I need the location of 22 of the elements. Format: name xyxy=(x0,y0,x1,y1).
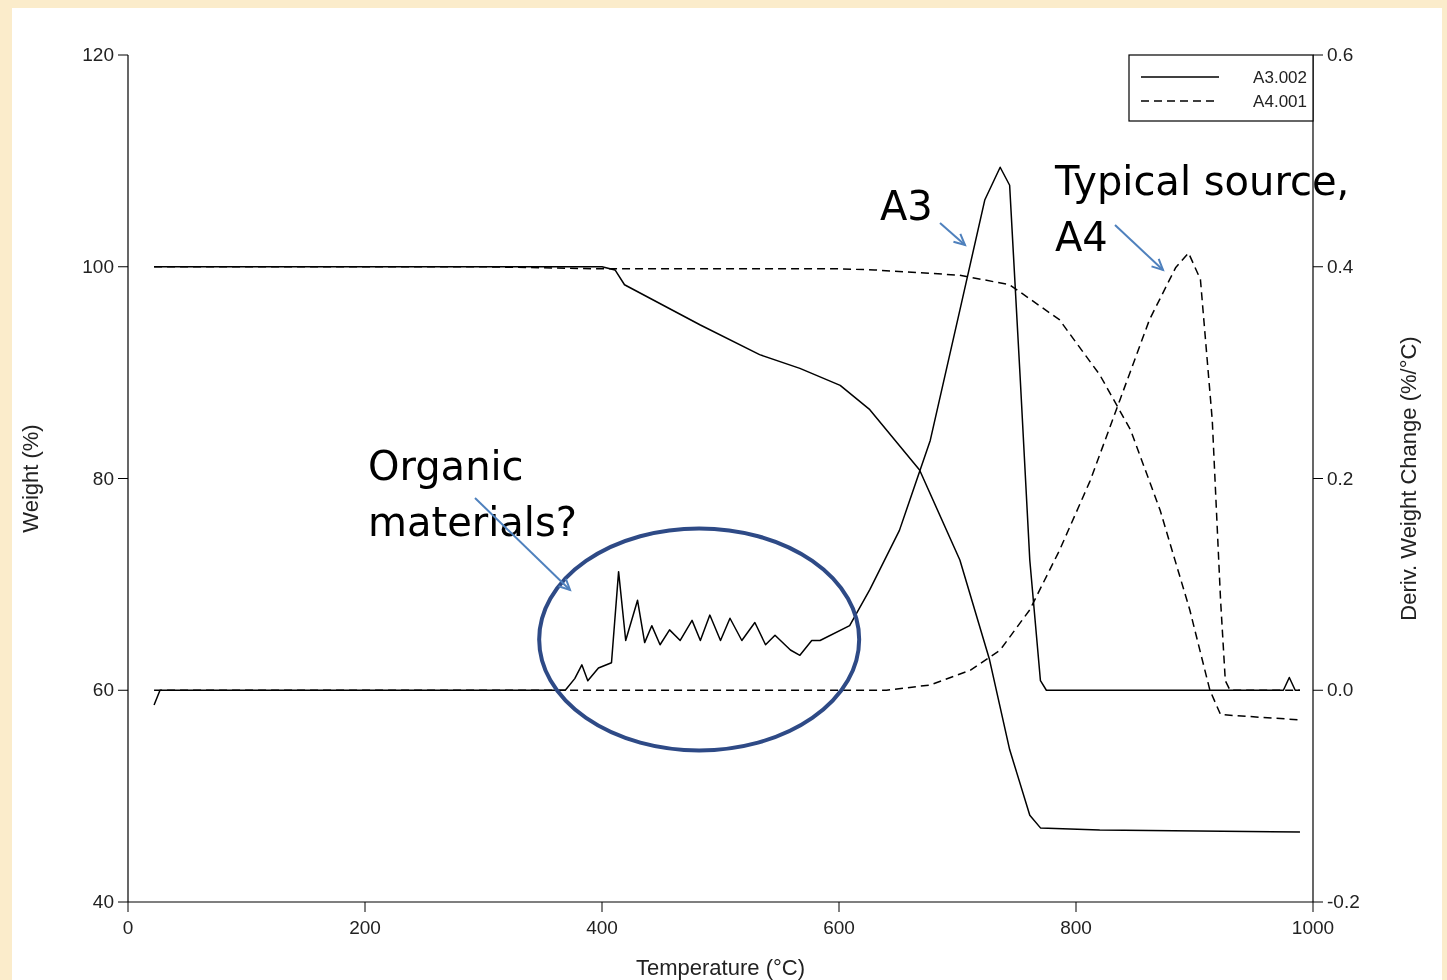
x-axis-title: Temperature (°C) xyxy=(636,955,805,980)
legend-label: A4.001 xyxy=(1253,92,1307,111)
x-tick-label: 1000 xyxy=(1291,917,1335,938)
y2-tick-label: 0.2 xyxy=(1327,467,1354,489)
y2-tick-label: 0.6 xyxy=(1327,44,1354,65)
x-tick-label: 400 xyxy=(586,917,618,938)
y2-tick-label: 0.0 xyxy=(1327,679,1354,701)
y-tick-label: 40 xyxy=(92,891,114,912)
y-axis-title: Weight (%) xyxy=(18,424,43,533)
annotation: A3 xyxy=(880,183,933,229)
x-tick-label: 200 xyxy=(349,917,381,938)
x-tick-label: 800 xyxy=(1060,917,1092,938)
y-tick-label: 120 xyxy=(82,44,114,65)
y-tick-label: 60 xyxy=(92,679,114,701)
y2-axis-title: Deriv. Weight Change (%/°C) xyxy=(1396,336,1421,621)
x-tick-label: 0 xyxy=(122,917,134,938)
y-tick-label: 100 xyxy=(82,255,114,277)
y2-tick-label: -0.2 xyxy=(1327,891,1360,912)
x-tick-label: 600 xyxy=(823,917,855,938)
y2-tick-label: 0.4 xyxy=(1327,255,1354,277)
legend-label: A3.002 xyxy=(1253,68,1307,87)
y-tick-label: 80 xyxy=(92,467,114,489)
